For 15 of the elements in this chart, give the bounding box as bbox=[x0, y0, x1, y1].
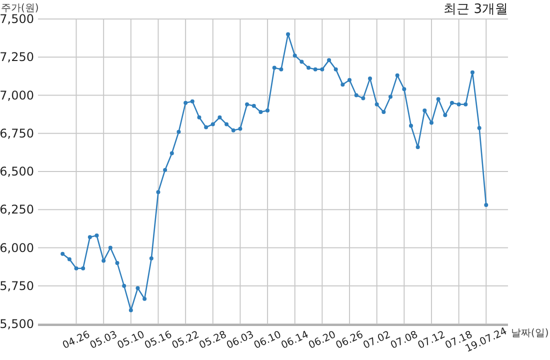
y-tick-label: 5,500 bbox=[0, 317, 34, 331]
y-tick-label: 6,500 bbox=[0, 164, 34, 178]
y-tick-label: 5,750 bbox=[0, 278, 34, 293]
y-tick-label: 6,000 bbox=[0, 240, 34, 255]
y-tick-label: 7,500 bbox=[0, 12, 34, 26]
x-axis-title: 날짜(일) bbox=[511, 328, 549, 339]
x-tick-label: 05.28 bbox=[198, 329, 228, 352]
x-tick-label: 05.10 bbox=[116, 329, 146, 352]
y-tick-label: 6,250 bbox=[0, 202, 34, 217]
y-axis-title: 주가(원) bbox=[1, 3, 39, 14]
x-tick-label: 07.02 bbox=[362, 329, 392, 352]
y-tick-label: 6,750 bbox=[0, 126, 34, 140]
y-tick-label: 7,000 bbox=[0, 88, 34, 102]
y-tick-label: 7,250 bbox=[0, 50, 34, 64]
chart-title: 최근 3개월 bbox=[444, 2, 508, 17]
